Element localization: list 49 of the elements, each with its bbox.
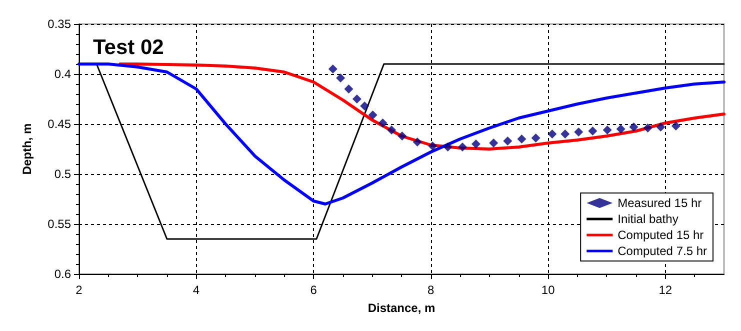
y-tick-label: 0.4 xyxy=(54,67,72,81)
point xyxy=(428,142,438,150)
point xyxy=(588,126,598,136)
point xyxy=(443,142,452,152)
point xyxy=(489,138,498,148)
legend-label: Initial bathy xyxy=(618,212,678,226)
point xyxy=(602,126,612,134)
point xyxy=(531,134,540,142)
y-tick-label: 0.55 xyxy=(48,217,72,231)
point xyxy=(671,122,680,130)
point xyxy=(548,130,557,138)
y-tick-label: 0.45 xyxy=(48,117,72,131)
point xyxy=(344,84,354,94)
point xyxy=(560,130,570,138)
point xyxy=(328,64,338,74)
y-tick-label: 0.5 xyxy=(54,167,72,181)
point xyxy=(368,110,378,120)
legend-label: Computed 7.5 hr xyxy=(618,244,708,258)
x-tick-label: 10 xyxy=(541,283,556,297)
x-tick-label: 4 xyxy=(192,283,200,297)
y-tick-label: 0.6 xyxy=(54,267,72,281)
x-axis-title: Distance, m xyxy=(368,301,436,315)
point xyxy=(398,132,407,140)
x-tick-label: 6 xyxy=(310,283,318,297)
point xyxy=(643,124,652,132)
line-series xyxy=(118,62,726,150)
x-tick-label: 12 xyxy=(658,283,672,297)
point xyxy=(503,136,512,146)
point xyxy=(517,134,526,144)
point xyxy=(378,118,388,128)
point xyxy=(656,122,666,132)
point xyxy=(471,140,480,148)
text: Test 02 xyxy=(93,36,164,59)
point xyxy=(352,94,362,104)
point xyxy=(360,102,370,110)
legend-label: Computed 15 hr xyxy=(618,228,704,242)
y-tick-label: 0.35 xyxy=(48,17,72,31)
point xyxy=(387,126,396,134)
x-tick-label: 8 xyxy=(427,283,434,297)
legend-label: Measured 15 hr xyxy=(618,196,702,210)
point xyxy=(336,74,346,82)
point xyxy=(574,128,584,136)
line-series xyxy=(78,62,726,206)
point xyxy=(412,138,422,146)
point xyxy=(458,142,467,152)
y-axis-title: Depth, m xyxy=(20,123,34,175)
point xyxy=(629,122,638,132)
x-tick-label: 2 xyxy=(76,283,83,297)
point xyxy=(616,124,626,134)
